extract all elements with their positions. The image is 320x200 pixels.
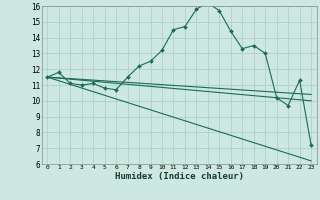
X-axis label: Humidex (Indice chaleur): Humidex (Indice chaleur)	[115, 172, 244, 181]
